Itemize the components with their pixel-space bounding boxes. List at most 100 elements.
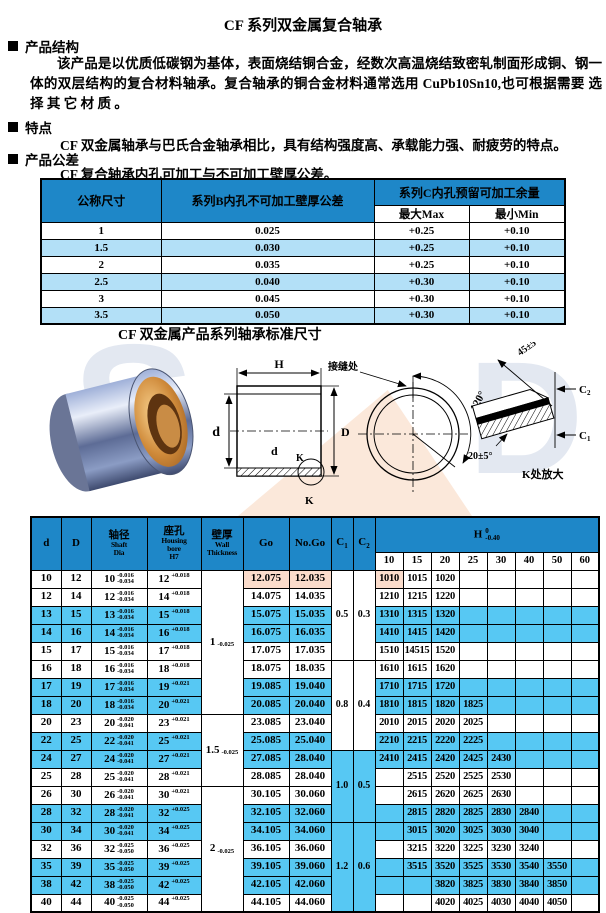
col-header-c1: C1 xyxy=(330,516,354,571)
table-row: 1.5 0.030 +0.25 +0.10 xyxy=(40,238,566,257)
table-cell: 0.3 xyxy=(352,569,376,661)
table-cell: 23.040 xyxy=(288,713,332,733)
table-cell: 1820 xyxy=(430,695,460,715)
table-cell xyxy=(542,803,572,823)
header-label: 1 xyxy=(344,542,348,551)
table-cell: 2410 xyxy=(374,749,404,769)
table-row: 20 23 20 -0.020 -0.041 23 +0.021 1.5 -0.025 23.… xyxy=(30,713,600,787)
table-row: 1 0.025 +0.25 +0.10 xyxy=(40,221,566,240)
table-cell xyxy=(486,641,516,661)
table-cell: 17 -0.016 -0.034 xyxy=(90,677,148,697)
table-cell: 23 +0.021 xyxy=(146,713,202,733)
table-cell: +0.30 xyxy=(373,306,470,325)
table-cell: 40 xyxy=(30,893,62,913)
col-header-d: d xyxy=(30,516,62,571)
table-cell: 34.060 xyxy=(288,821,332,841)
table-cell xyxy=(542,587,572,607)
table-cell: 1620 xyxy=(430,659,460,679)
table-cell: 36 xyxy=(60,839,92,859)
table-cell: 44.105 xyxy=(242,893,290,913)
table-cell: 14 xyxy=(60,587,92,607)
section-features: 特点 xyxy=(8,117,52,137)
table-cell: 2820 xyxy=(430,803,460,823)
table-cell: 18.035 xyxy=(288,659,332,679)
table-row: 40 44 40 -0.025 -0.050 44 +0.025 44.105 44.060 4… xyxy=(30,893,600,913)
table-cell xyxy=(570,803,600,823)
table-cell xyxy=(486,713,516,733)
table-cell: 12.035 xyxy=(288,569,332,589)
table-cell xyxy=(374,839,404,859)
h-col-header: 60 xyxy=(570,551,600,571)
table-cell xyxy=(458,677,488,697)
table-cell xyxy=(570,785,600,805)
table-cell: 3530 xyxy=(486,857,516,877)
table-cell: 17 +0.018 xyxy=(146,641,202,661)
table-cell: +0.25 xyxy=(373,238,470,257)
header-row: 最大Max 最小Min xyxy=(41,204,566,223)
table-cell: +0.10 xyxy=(468,238,566,257)
table-cell xyxy=(514,587,544,607)
table-cell: 1410 xyxy=(374,623,404,643)
table-cell xyxy=(570,857,600,877)
table-cell: 18 xyxy=(30,695,62,715)
dim-label-d-inner: d xyxy=(271,444,278,458)
table-cell: 17 xyxy=(30,677,62,697)
table-row: 3 0.045 +0.30 +0.10 xyxy=(40,289,566,308)
table-cell xyxy=(458,587,488,607)
table-cell: 2815 xyxy=(402,803,432,823)
c1-sub: 1 xyxy=(587,435,591,443)
table-cell: 16 xyxy=(60,623,92,643)
table-cell: 38 -0.025 -0.050 xyxy=(90,875,148,895)
table-cell xyxy=(458,623,488,643)
table-cell: +0.30 xyxy=(373,289,470,308)
col-header-max: 最大Max xyxy=(373,204,470,223)
table-row: 35 39 35 -0.025 -0.050 39 +0.025 39.105 39.060 3… xyxy=(30,857,600,877)
table-cell xyxy=(542,569,572,589)
table-cell xyxy=(514,641,544,661)
table-cell: 36.060 xyxy=(288,839,332,859)
table-cell: 34 +0.025 xyxy=(146,821,202,841)
h-col-header: 50 xyxy=(542,551,572,571)
table-cell xyxy=(542,641,572,661)
table-cell xyxy=(570,731,600,751)
table-cell: 20 +0.021 xyxy=(146,695,202,715)
table-cell: 28 xyxy=(30,803,62,823)
table-cell xyxy=(542,839,572,859)
table-cell: 3550 xyxy=(542,857,572,877)
table-cell xyxy=(570,695,600,715)
table-cell: 20 xyxy=(60,695,92,715)
table-cell: 2.5 xyxy=(40,272,162,291)
table-cell: 38 xyxy=(30,875,62,895)
table-cell: 35 -0.025 -0.050 xyxy=(90,857,148,877)
table-cell xyxy=(542,659,572,679)
table-cell xyxy=(570,605,600,625)
table-cell: 1.0 xyxy=(330,749,354,823)
table-cell: 16.075 xyxy=(242,623,290,643)
table-cell: 1510 xyxy=(374,641,404,661)
table-cell xyxy=(374,857,404,877)
table-cell: 25 +0.021 xyxy=(146,731,202,751)
table-cell: 32 xyxy=(30,839,62,859)
dimension-section-title: CF 双金属产品系列轴承标准尺寸 xyxy=(118,328,322,343)
table-cell: 2 -0.025 xyxy=(200,785,244,913)
table-cell xyxy=(458,605,488,625)
table-cell: 14515 xyxy=(402,641,432,661)
table-cell: 3540 xyxy=(514,857,544,877)
h-subheader-row: 10 15 20 25 30 40 50 60 xyxy=(31,551,600,571)
table-cell xyxy=(486,605,516,625)
table-cell: 2210 xyxy=(374,731,404,751)
table-cell xyxy=(514,749,544,769)
table-cell: 27 +0.021 xyxy=(146,749,202,769)
table-cell: 3820 xyxy=(430,875,460,895)
tolerance-table-body: 1 0.025 +0.25 +0.10 1.5 0.030 +0.25 +0.10 2 0.035… xyxy=(40,221,566,325)
table-cell: 2015 xyxy=(402,713,432,733)
table-cell: 3515 xyxy=(402,857,432,877)
table-cell: 28 -0.020 -0.041 xyxy=(90,803,148,823)
technical-drawings: H d D d K K 接缝处 120° 45±5° C2 C1 20±5 xyxy=(49,342,591,507)
header-label: -0.40 xyxy=(485,533,500,542)
table-cell: 3525 xyxy=(458,857,488,877)
h-col-header: 25 xyxy=(458,551,488,571)
table-cell xyxy=(458,569,488,589)
table-cell: 2225 xyxy=(458,731,488,751)
table-cell: 1220 xyxy=(430,587,460,607)
